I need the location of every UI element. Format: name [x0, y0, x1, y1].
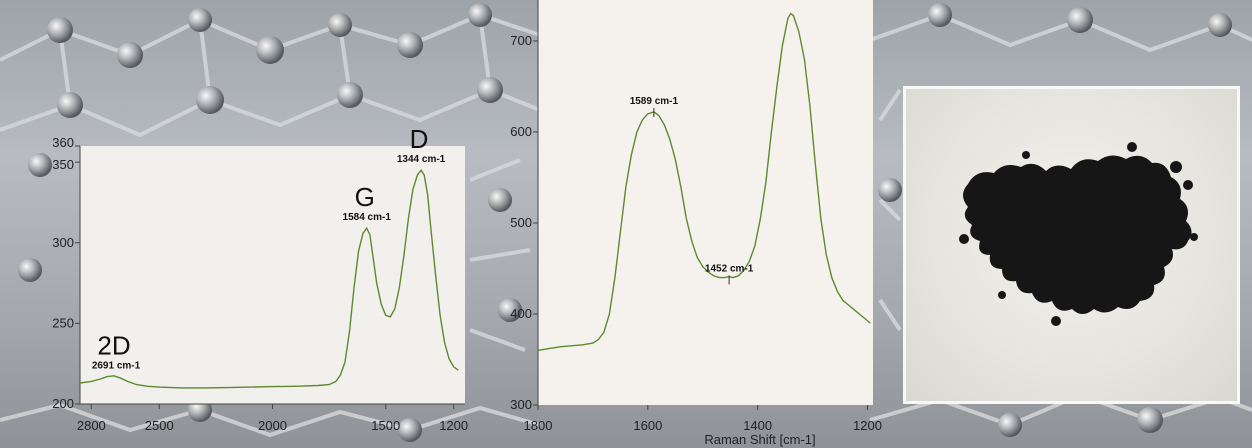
sample-photo [903, 86, 1240, 404]
middle-plot-panel [538, 0, 873, 405]
carbon-powder-image [959, 142, 1198, 326]
left-plot-panel [80, 146, 465, 404]
